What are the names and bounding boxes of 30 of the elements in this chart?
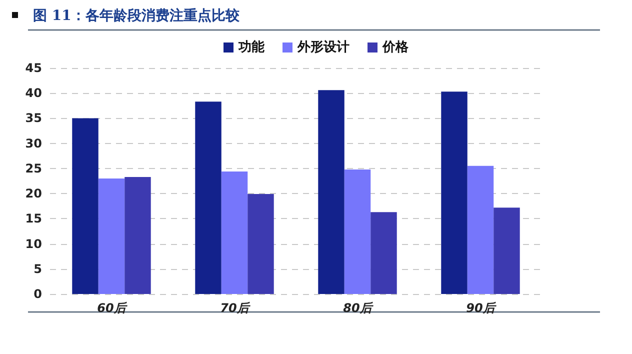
legend-label: 价格 [382,40,410,55]
bar [195,102,222,294]
bar [441,92,468,294]
bar [494,208,520,294]
bar [248,194,274,294]
x-tick-label: 90后 [466,301,497,315]
y-tick-label: 10 [25,236,42,251]
y-tick-label: 0 [34,287,42,301]
bar [124,176,151,294]
bar [98,178,125,294]
bar [344,169,371,294]
y-tick-label: 20 [25,186,42,201]
legend-label: 外形设计 [296,40,350,55]
y-tick-label: 35 [25,111,42,126]
bar [72,118,98,294]
x-tick-label: 60后 [97,301,128,315]
bar [221,171,248,294]
chart-title: 图 11：各年龄段消费注重点比较 [33,7,240,24]
y-tick-label: 40 [25,86,42,100]
y-tick-label: 25 [25,161,42,176]
y-tick-label: 30 [25,136,42,150]
y-tick-label: 15 [25,212,42,226]
bar [370,212,397,294]
bar [467,166,494,294]
legend-label: 功能 [238,39,266,55]
y-tick-label: 5 [34,262,42,276]
x-tick-label: 70后 [220,301,251,315]
bar [318,90,344,294]
y-tick-label: 45 [25,61,42,75]
x-tick-label: 80后 [343,301,374,315]
